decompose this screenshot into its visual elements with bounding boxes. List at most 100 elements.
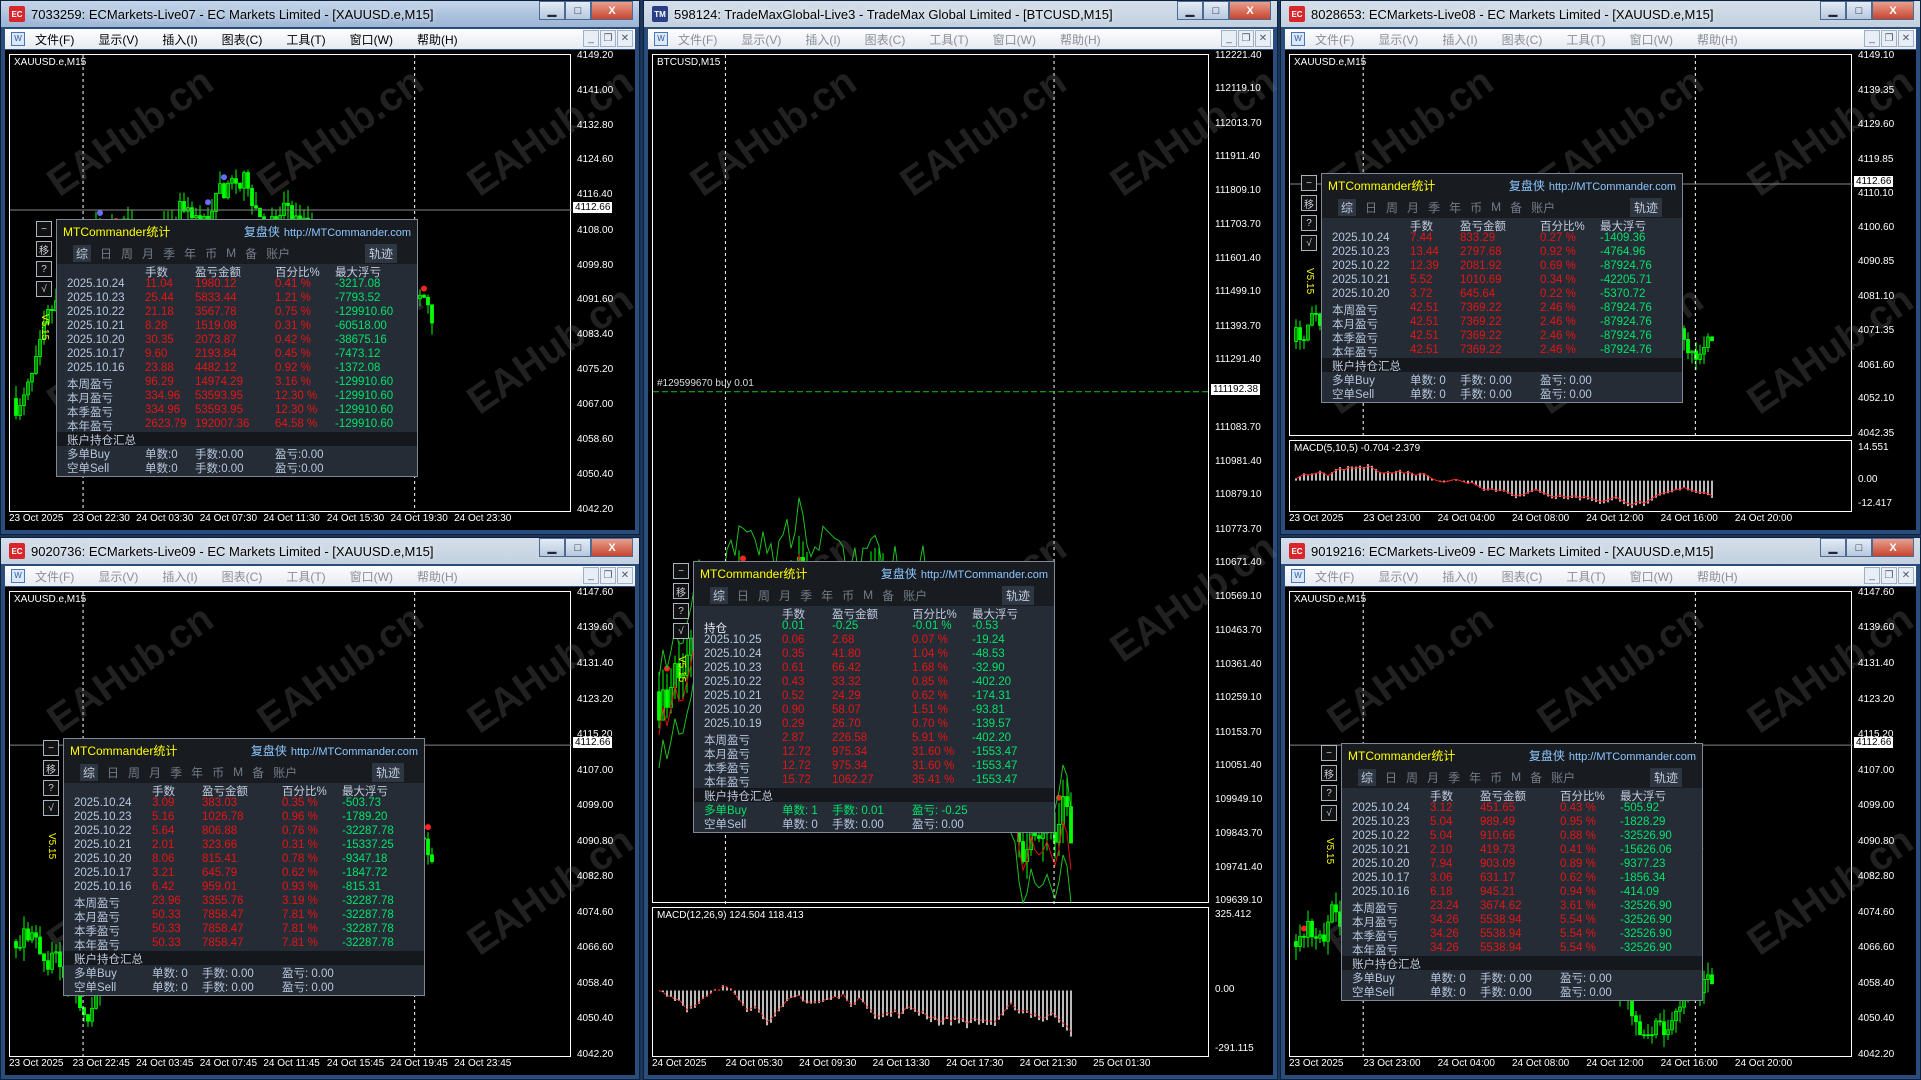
maximize-button[interactable]: □ <box>1846 1 1872 20</box>
track-button[interactable]: 轨迹 <box>364 243 397 263</box>
confirm-button[interactable]: √ <box>36 281 52 297</box>
menu-item[interactable]: 工具(T) <box>929 32 969 47</box>
menu-item[interactable]: 帮助(H) <box>416 32 458 47</box>
panel-tab[interactable]: 综 <box>73 244 92 262</box>
panel-tab[interactable]: 日 <box>107 765 120 780</box>
minimize-button[interactable]: ▁ <box>1820 538 1846 557</box>
collapse-button[interactable]: − <box>1301 175 1317 191</box>
track-button[interactable]: 轨迹 <box>1649 767 1682 787</box>
minimize-button[interactable]: ▁ <box>1177 1 1203 20</box>
panel-tab[interactable]: 周 <box>1386 200 1399 215</box>
close-button[interactable]: X <box>1872 538 1914 557</box>
panel-tab[interactable]: 备 <box>1530 770 1543 785</box>
mdi-restore-button[interactable]: ❐ <box>600 567 616 584</box>
mdi-minimize-button[interactable]: _ <box>1864 30 1880 47</box>
close-button[interactable]: X <box>1872 1 1914 20</box>
menu-item[interactable]: 插入(I) <box>1442 32 1478 47</box>
website-link[interactable]: http://MTCommander.com <box>1548 180 1676 193</box>
maximize-button[interactable]: □ <box>1203 1 1229 20</box>
macd-subwindow[interactable]: MACD(12,26,9) 124.504 118.413 <box>652 907 1209 1057</box>
window-titlebar[interactable]: EC 8028653: ECMarkets-Live08 - EC Markets… <box>1281 1 1920 27</box>
panel-tab[interactable]: 账户 <box>1551 770 1576 785</box>
window-titlebar[interactable]: EC 9019216: ECMarkets-Live09 - EC Markets… <box>1281 538 1920 564</box>
minimize-button[interactable]: ▁ <box>1820 1 1846 20</box>
mdi-restore-button[interactable]: ❐ <box>1881 567 1897 584</box>
panel-tab[interactable]: 年 <box>1449 200 1462 215</box>
mdi-close-button[interactable]: ✕ <box>617 30 633 47</box>
track-button[interactable]: 轨迹 <box>371 762 404 782</box>
move-button[interactable]: 移 <box>1321 765 1337 781</box>
menu-item[interactable]: 窗口(W) <box>1629 569 1673 584</box>
maximize-button[interactable]: □ <box>565 538 591 557</box>
panel-tab[interactable]: 季 <box>1428 200 1441 215</box>
help-button[interactable]: ? <box>1321 785 1337 801</box>
mdi-restore-button[interactable]: ❐ <box>600 30 616 47</box>
panel-tab[interactable]: 月 <box>142 246 155 261</box>
panel-tab[interactable]: 日 <box>100 246 113 261</box>
collapse-button[interactable]: − <box>36 221 52 237</box>
panel-tab[interactable]: 日 <box>737 588 750 603</box>
minimize-button[interactable]: ▁ <box>539 538 565 557</box>
window-titlebar[interactable]: EC 9020736: ECMarkets-Live09 - EC Markets… <box>1 538 639 564</box>
panel-tab[interactable]: 备 <box>252 765 265 780</box>
panel-tab[interactable]: 账户 <box>1531 200 1556 215</box>
panel-tab[interactable]: 年 <box>821 588 834 603</box>
panel-tab[interactable]: 日 <box>1385 770 1398 785</box>
panel-tab[interactable]: 账户 <box>903 588 928 603</box>
track-button[interactable]: 轨迹 <box>1629 197 1662 217</box>
macd-subwindow[interactable]: MACD(5,10,5) -0.704 -2.379 <box>1289 440 1852 512</box>
menu-item[interactable]: 帮助(H) <box>1059 32 1101 47</box>
mdi-minimize-button[interactable]: _ <box>1864 567 1880 584</box>
confirm-button[interactable]: √ <box>43 800 59 816</box>
website-link[interactable]: http://MTCommander.com <box>920 568 1048 581</box>
move-button[interactable]: 移 <box>36 241 52 257</box>
panel-tab[interactable]: 综 <box>1358 768 1377 786</box>
confirm-button[interactable]: √ <box>1321 805 1337 821</box>
menu-item[interactable]: 帮助(H) <box>1696 569 1738 584</box>
collapse-button[interactable]: − <box>43 740 59 756</box>
panel-tab[interactable]: 周 <box>1406 770 1419 785</box>
menu-item[interactable]: 窗口(W) <box>349 32 393 47</box>
close-button[interactable]: X <box>591 538 633 557</box>
collapse-button[interactable]: − <box>1321 745 1337 761</box>
panel-tab[interactable]: 年 <box>191 765 204 780</box>
help-button[interactable]: ? <box>36 261 52 277</box>
panel-tab[interactable]: M <box>233 765 244 779</box>
panel-tab[interactable]: 季 <box>163 246 176 261</box>
panel-tab[interactable]: 综 <box>710 586 729 604</box>
panel-tab[interactable]: 周 <box>121 246 134 261</box>
panel-tab[interactable]: 季 <box>170 765 183 780</box>
menu-item[interactable]: 窗口(W) <box>1629 32 1673 47</box>
panel-tab[interactable]: 币 <box>205 246 218 261</box>
chart-area[interactable]: XAUUSD.e,M15 EAHub.cn EAHub.cn EAHub.cn EAHu… <box>5 587 639 1075</box>
menu-item[interactable]: 图表(C) <box>1501 569 1543 584</box>
menu-item[interactable]: 窗口(W) <box>349 569 393 584</box>
menu-item[interactable]: 图表(C) <box>221 569 263 584</box>
menu-item[interactable]: 显示(V) <box>98 32 139 47</box>
panel-tab[interactable]: 年 <box>184 246 197 261</box>
panel-tab[interactable]: 币 <box>1490 770 1503 785</box>
mdi-minimize-button[interactable]: _ <box>583 30 599 47</box>
panel-tab[interactable]: 备 <box>1510 200 1523 215</box>
menu-item[interactable]: 插入(I) <box>162 32 198 47</box>
menu-item[interactable]: 显示(V) <box>98 569 139 584</box>
menu-item[interactable]: 图表(C) <box>1501 32 1543 47</box>
menu-item[interactable]: 工具(T) <box>286 32 326 47</box>
help-button[interactable]: ? <box>673 603 689 619</box>
move-button[interactable]: 移 <box>43 760 59 776</box>
panel-tab[interactable]: M <box>226 246 237 260</box>
panel-tab[interactable]: 币 <box>212 765 225 780</box>
panel-tab[interactable]: M <box>1491 200 1502 214</box>
panel-tab[interactable]: 周 <box>758 588 771 603</box>
panel-tab[interactable]: 币 <box>1470 200 1483 215</box>
chart-area[interactable]: XAUUSD.e,M15 EAHub.cn EAHub.cn EAHub.cn EAHu… <box>1285 587 1920 1075</box>
move-button[interactable]: 移 <box>673 583 689 599</box>
panel-tab[interactable]: 年 <box>1469 770 1482 785</box>
menu-item[interactable]: 工具(T) <box>1566 32 1606 47</box>
menu-item[interactable]: 文件(F) <box>35 569 75 584</box>
move-button[interactable]: 移 <box>1301 195 1317 211</box>
help-button[interactable]: ? <box>43 780 59 796</box>
panel-tab[interactable]: 日 <box>1365 200 1378 215</box>
panel-tab[interactable]: 月 <box>1427 770 1440 785</box>
menu-item[interactable]: 图表(C) <box>221 32 263 47</box>
